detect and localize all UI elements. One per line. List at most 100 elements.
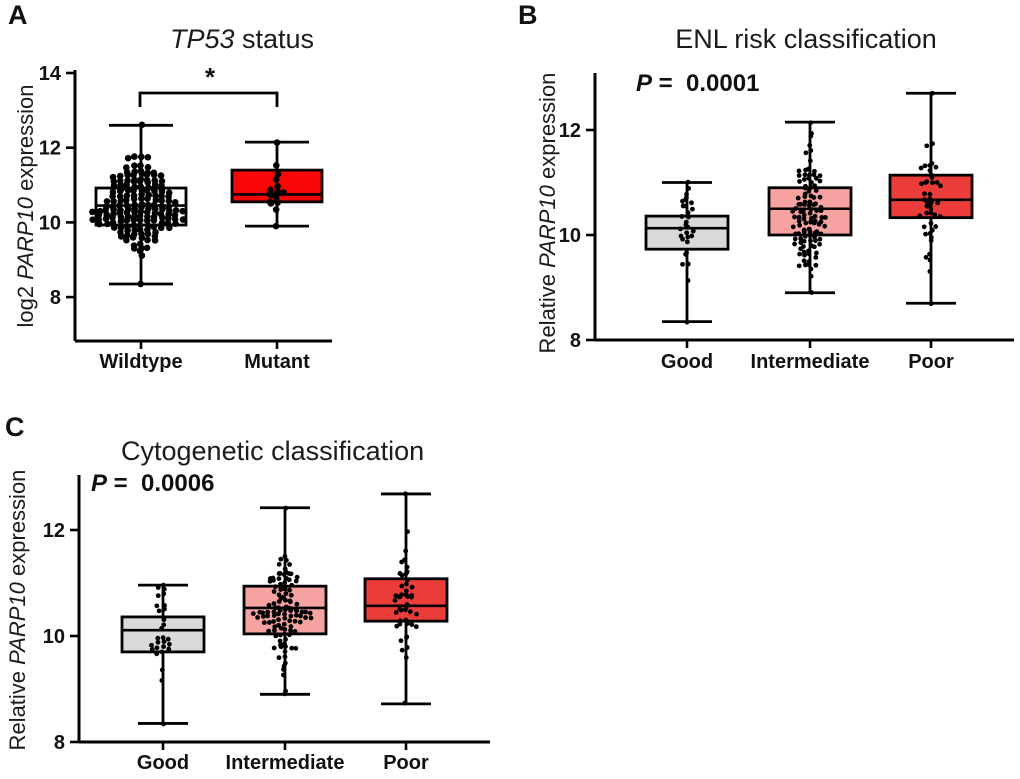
data-point [276, 617, 281, 623]
data-point [154, 645, 160, 651]
data-point [394, 623, 400, 629]
data-point [156, 608, 162, 614]
data-point [277, 632, 283, 638]
box-plot-mutant [230, 139, 324, 230]
data-point [685, 261, 691, 267]
data-point [927, 251, 932, 257]
data-point [282, 631, 288, 637]
data-point [803, 262, 808, 268]
data-point [685, 234, 691, 240]
data-point [276, 655, 282, 661]
y-tick-label: 10 [559, 225, 581, 247]
data-point [144, 236, 151, 244]
data-point [143, 244, 151, 252]
data-point [924, 210, 930, 216]
panel-a-plot: 14 12 10 8 Wildtype Mutant [39, 63, 332, 373]
panel-b-plot: 12 10 8 Good Intermediate Poor [559, 73, 1014, 373]
data-point [130, 187, 137, 194]
data-point [399, 572, 405, 578]
data-point [408, 594, 414, 600]
data-point [276, 599, 282, 604]
data-point [124, 171, 131, 179]
data-point [806, 175, 812, 181]
data-point [278, 625, 284, 631]
data-point [110, 224, 118, 231]
data-point [137, 280, 144, 288]
data-point [152, 196, 160, 204]
data-point [790, 224, 796, 230]
data-point [812, 230, 818, 236]
data-point [255, 615, 261, 620]
x-category-label: Poor [908, 351, 954, 373]
data-point [138, 252, 146, 259]
data-point [131, 162, 138, 169]
data-point [157, 172, 165, 179]
data-point [144, 164, 152, 171]
data-point [802, 233, 808, 239]
data-point [109, 193, 116, 200]
data-point [136, 216, 144, 224]
data-point [116, 172, 124, 180]
y-tick-label: 12 [559, 120, 581, 142]
box-plot-good [120, 582, 206, 727]
data-point [95, 211, 103, 219]
data-point [267, 578, 273, 584]
data-point [278, 581, 283, 587]
data-point [161, 622, 167, 628]
data-point [272, 176, 280, 183]
data-point [817, 194, 823, 200]
x-category-label: Wildtype [99, 351, 182, 373]
data-point [689, 233, 695, 239]
data-point [918, 165, 924, 171]
data-point [927, 257, 933, 263]
data-point [283, 636, 288, 642]
data-point [129, 234, 137, 241]
data-point [274, 170, 282, 178]
data-point [161, 591, 167, 597]
data-point [793, 206, 799, 211]
data-point [272, 624, 278, 630]
data-point [921, 224, 927, 230]
data-point [685, 278, 691, 283]
data-point [160, 635, 166, 641]
scatter-points [149, 582, 172, 727]
data-point [150, 171, 158, 179]
x-category-label: Good [661, 351, 713, 373]
data-point [403, 491, 408, 497]
data-point [286, 577, 292, 583]
data-point [811, 202, 817, 208]
data-point [811, 195, 817, 200]
y-tick-label: 8 [54, 732, 65, 754]
data-point [928, 238, 934, 243]
data-point [405, 529, 410, 535]
data-point [801, 216, 807, 222]
data-point [155, 593, 161, 599]
data-point [276, 576, 282, 581]
panel-b-title: ENL risk classification [675, 24, 937, 54]
data-point [288, 608, 294, 614]
data-point [812, 168, 817, 174]
data-point [266, 620, 272, 625]
data-point [813, 188, 819, 193]
data-point [155, 585, 161, 590]
data-point [179, 207, 186, 215]
data-point [817, 241, 823, 247]
data-point [790, 208, 796, 214]
data-point [801, 258, 807, 264]
x-category-label: Mutant [244, 351, 310, 373]
data-point [808, 185, 814, 190]
data-point [812, 183, 818, 189]
data-point [143, 217, 151, 224]
data-point [822, 215, 828, 220]
data-point [276, 611, 281, 617]
data-point [288, 624, 294, 629]
data-point [273, 633, 279, 639]
box-plot-intermediate [242, 505, 328, 697]
data-point [685, 179, 691, 185]
data-point [280, 189, 287, 196]
data-point [680, 236, 686, 242]
data-point [818, 231, 824, 237]
data-point [281, 572, 287, 577]
data-point [288, 571, 294, 577]
data-point [150, 223, 158, 231]
